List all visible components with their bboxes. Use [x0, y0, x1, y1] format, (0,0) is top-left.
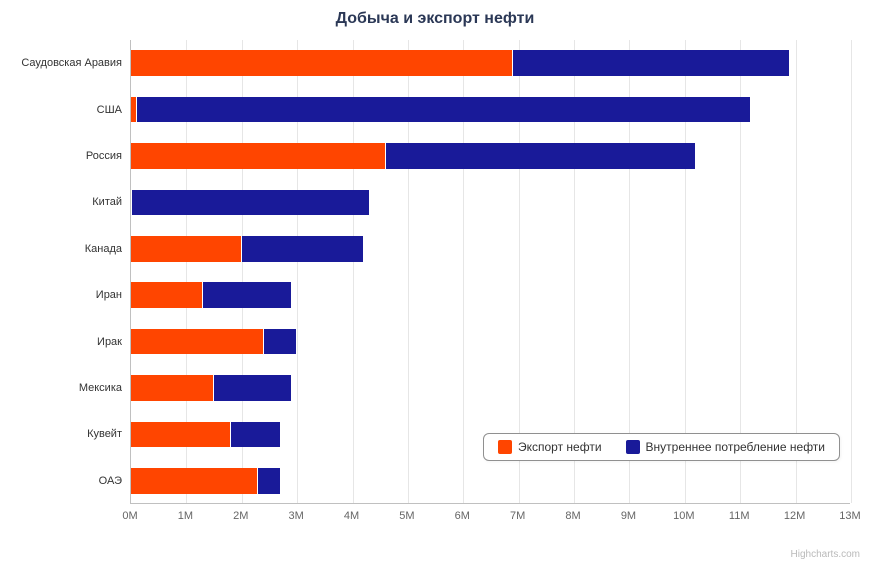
bar-row: [131, 375, 292, 401]
legend-item-consumption[interactable]: Внутреннее потребление нефти: [626, 440, 825, 454]
bar-segment-export[interactable]: [131, 50, 513, 76]
bar-segment-consumption[interactable]: [231, 422, 281, 448]
bar-segment-export[interactable]: [131, 236, 242, 262]
bar-segment-export[interactable]: [131, 143, 386, 169]
legend: Экспорт нефти Внутреннее потребление нефт…: [483, 433, 840, 461]
category-label: Мексика: [10, 382, 122, 394]
category-label: Россия: [10, 150, 122, 162]
bar-row: [131, 236, 364, 262]
chart-container: Добыча и экспорт нефти Экспорт нефти Внут…: [0, 0, 870, 564]
category-label: ОАЭ: [10, 475, 122, 487]
plot-outer: Экспорт нефти Внутреннее потребление нефт…: [10, 40, 860, 524]
x-tick-label: 2M: [233, 510, 248, 522]
x-tick-label: 6M: [455, 510, 470, 522]
bar-row: [131, 282, 292, 308]
bar-row: [131, 329, 297, 355]
bar-segment-consumption[interactable]: [258, 468, 280, 494]
bar-segment-export[interactable]: [131, 422, 231, 448]
bar-segment-consumption[interactable]: [132, 190, 370, 216]
legend-label: Внутреннее потребление нефти: [646, 440, 825, 454]
bar-row: [131, 97, 751, 123]
x-tick-label: 8M: [565, 510, 580, 522]
legend-label: Экспорт нефти: [518, 440, 602, 454]
x-tick-label: 10M: [673, 510, 694, 522]
bar-segment-export[interactable]: [131, 375, 214, 401]
legend-item-export[interactable]: Экспорт нефти: [498, 440, 602, 454]
x-tick-label: 7M: [510, 510, 525, 522]
bar-segment-export[interactable]: [131, 468, 258, 494]
category-label: Кувейт: [10, 428, 122, 440]
legend-swatch-icon: [626, 440, 640, 454]
bar-row: [131, 143, 696, 169]
x-gridline: [851, 40, 852, 503]
category-label: Ирак: [10, 336, 122, 348]
bar-segment-export[interactable]: [131, 282, 203, 308]
chart-title: Добыча и экспорт нефти: [0, 10, 870, 28]
bar-segment-consumption[interactable]: [242, 236, 364, 262]
legend-swatch-icon: [498, 440, 512, 454]
x-tick-label: 4M: [344, 510, 359, 522]
category-label: Канада: [10, 243, 122, 255]
bar-row: [131, 50, 790, 76]
bar-segment-consumption[interactable]: [137, 97, 752, 123]
category-label: Иран: [10, 289, 122, 301]
bar-row: [131, 422, 281, 448]
bar-segment-consumption[interactable]: [513, 50, 790, 76]
x-tick-label: 0M: [122, 510, 137, 522]
bar-segment-consumption[interactable]: [264, 329, 297, 355]
x-tick-label: 1M: [178, 510, 193, 522]
category-label: Саудовская Аравия: [10, 57, 122, 69]
x-tick-label: 3M: [289, 510, 304, 522]
x-tick-label: 12M: [784, 510, 805, 522]
x-tick-label: 5M: [399, 510, 414, 522]
category-label: США: [10, 104, 122, 116]
bar-row: [131, 190, 370, 216]
bar-segment-consumption[interactable]: [214, 375, 292, 401]
x-tick-label: 13M: [839, 510, 860, 522]
credits-link[interactable]: Highcharts.com: [791, 549, 860, 560]
bar-segment-consumption[interactable]: [203, 282, 292, 308]
x-tick-label: 9M: [621, 510, 636, 522]
category-label: Китай: [10, 196, 122, 208]
x-tick-label: 11M: [729, 510, 750, 522]
bar-segment-consumption[interactable]: [386, 143, 696, 169]
plot-area: Экспорт нефти Внутреннее потребление нефт…: [130, 40, 850, 504]
bar-row: [131, 468, 281, 494]
bar-segment-export[interactable]: [131, 329, 264, 355]
